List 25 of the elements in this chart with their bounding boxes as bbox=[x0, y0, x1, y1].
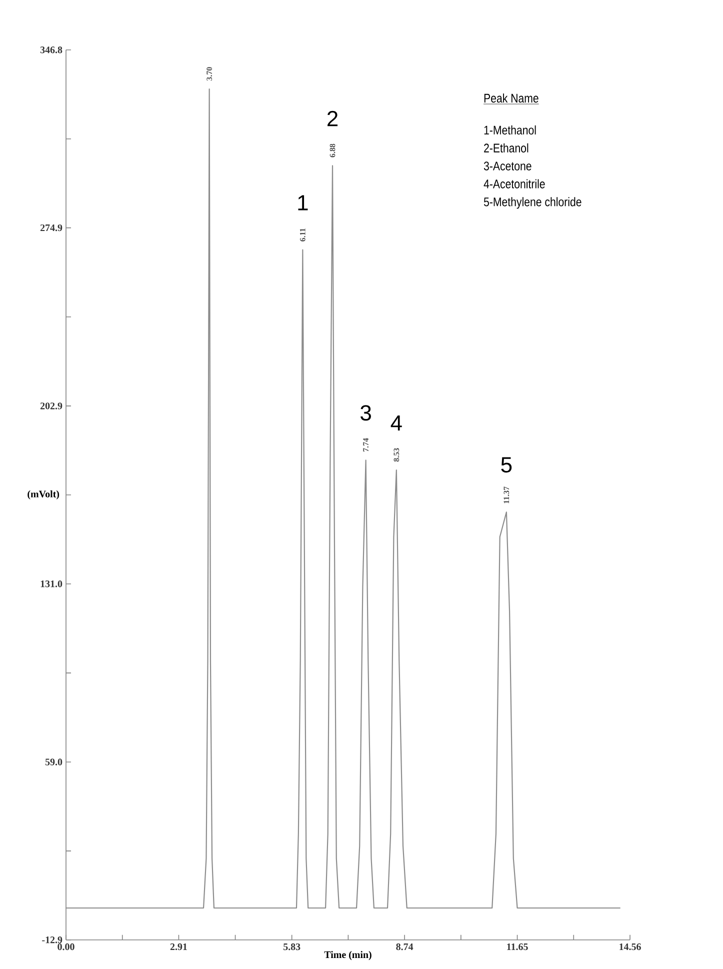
annotation: 1 bbox=[298, 195, 308, 210]
annotation: 3 bbox=[360, 405, 371, 421]
x-tick-label: 5.83 bbox=[284, 943, 300, 950]
x-tick-label: 0.00 bbox=[58, 943, 74, 950]
y-tick-label: 274.9 bbox=[40, 224, 62, 232]
annotation: 5-Methylene chloride bbox=[484, 197, 582, 209]
y-tick-label: -12.9 bbox=[42, 936, 62, 944]
annotation: 4 bbox=[390, 415, 402, 431]
y-axis-title: (mVolt) bbox=[28, 490, 60, 500]
x-tick-label: 11.65 bbox=[507, 943, 528, 950]
y-tick-label: 59.0 bbox=[45, 758, 62, 766]
y-tick-label: 131.0 bbox=[40, 580, 62, 588]
x-axis-title: Time (min) bbox=[324, 951, 372, 960]
annotation: 3-Acetone bbox=[484, 162, 532, 170]
y-tick-label: 202.9 bbox=[40, 402, 62, 410]
annotation: 2-Ethanol bbox=[484, 143, 528, 152]
x-tick-label: 14.56 bbox=[620, 943, 641, 950]
annotation: 4-Acetonitrile bbox=[484, 179, 545, 188]
legend-title: Peak Name bbox=[484, 93, 538, 103]
x-tick-label: 2.91 bbox=[170, 943, 187, 950]
y-tick-label: 346.8 bbox=[40, 46, 62, 54]
annotation: 1-Methanol bbox=[484, 125, 536, 135]
annotation: 5 bbox=[501, 457, 512, 473]
x-tick-label: 8.74 bbox=[396, 943, 414, 950]
annotation: 2 bbox=[328, 110, 338, 126]
